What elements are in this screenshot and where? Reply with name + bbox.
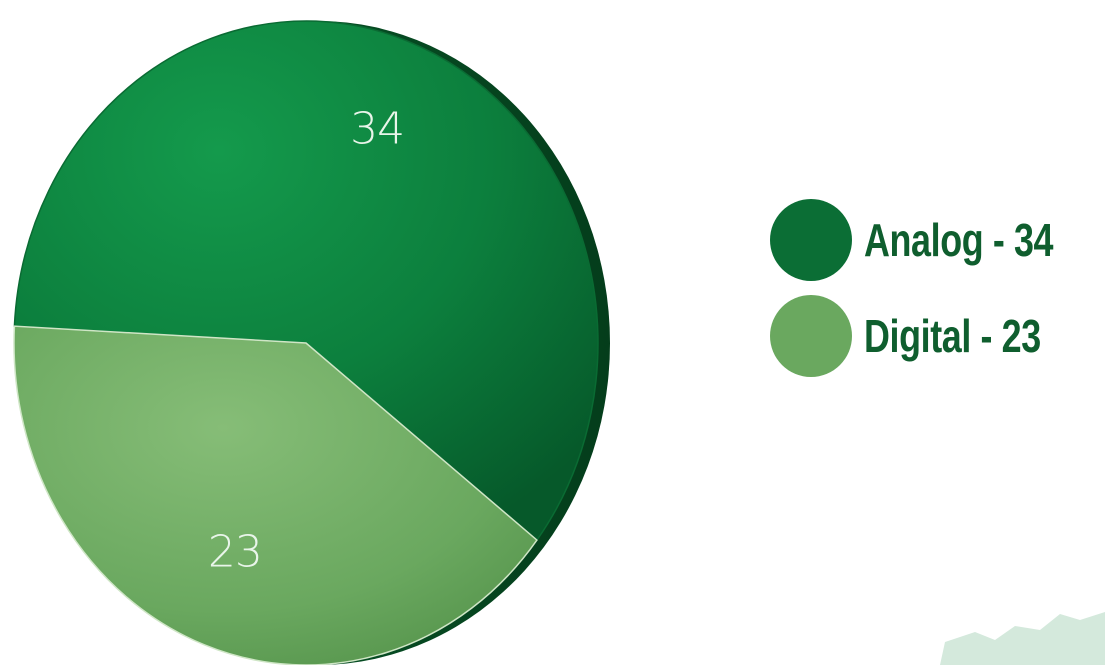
legend-label-digital: Digital - 23: [864, 310, 1041, 362]
legend-swatch-digital: [770, 295, 852, 377]
pie-slices: [13, 20, 599, 665]
pie-slice-analog: [13, 20, 599, 542]
legend-swatch-analog: [770, 199, 852, 281]
pie-slice-label-analog: 34: [350, 104, 404, 155]
legend-label-analog: Analog - 34: [864, 214, 1054, 266]
legend: Analog - 34 Digital - 23: [770, 192, 1100, 384]
pie-slice-labels: 34 23: [208, 104, 405, 578]
pie-slice-digital: [13, 325, 538, 665]
pie-slice-label-digital: 23: [208, 526, 262, 577]
legend-item-digital: Digital - 23: [770, 288, 1100, 384]
legend-item-analog: Analog - 34: [770, 192, 1100, 288]
